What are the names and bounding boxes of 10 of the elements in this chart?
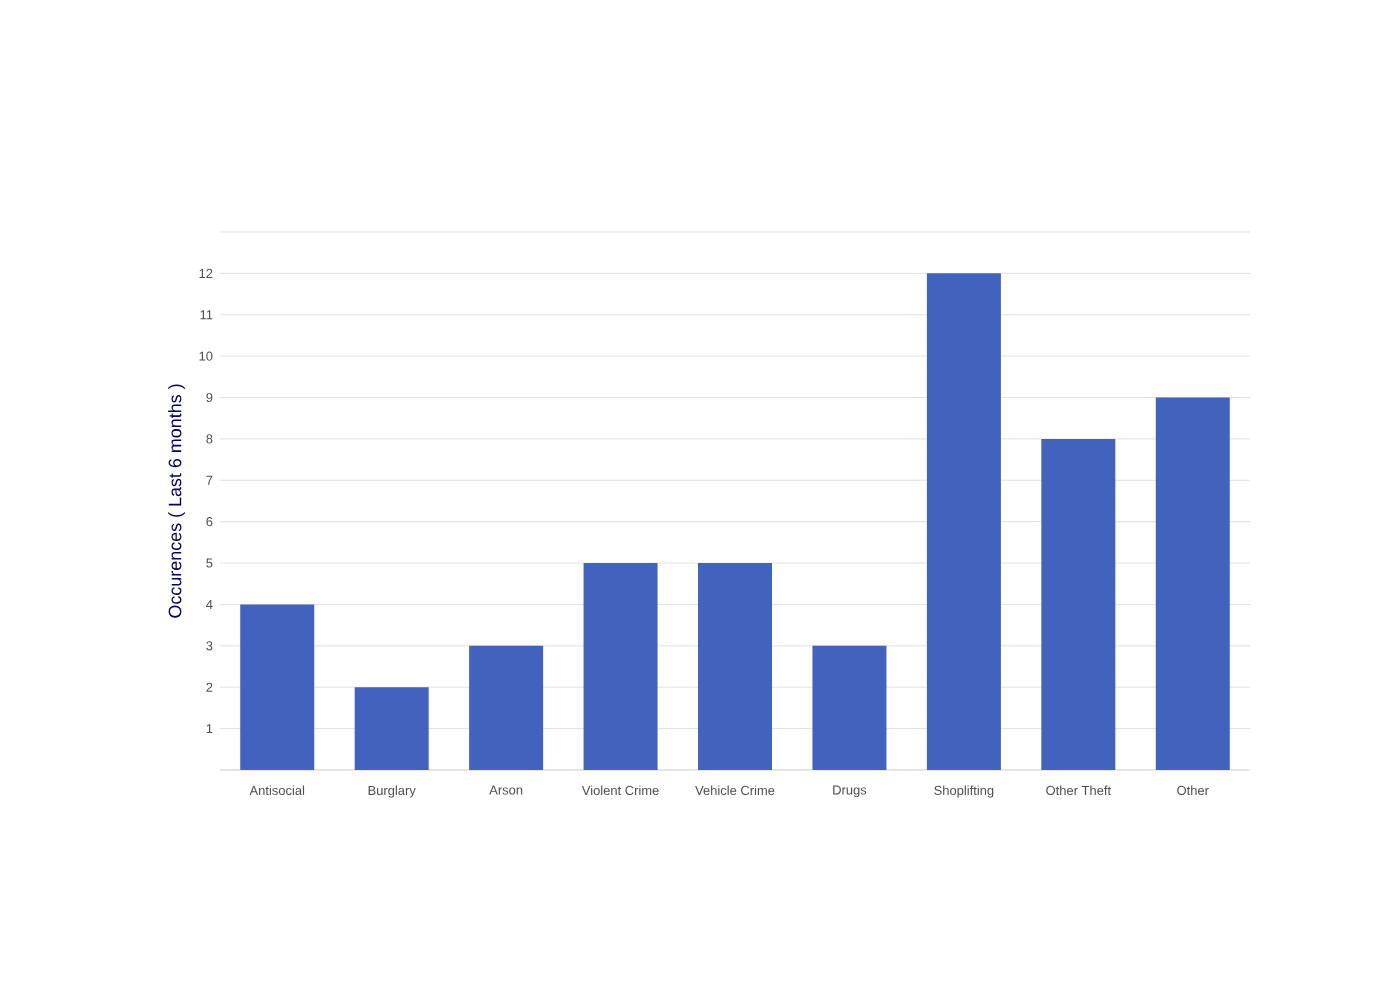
bar [1155,397,1230,770]
bar [812,645,887,770]
bar [1041,438,1116,770]
bar [469,645,544,770]
y-axis-title: Occurences ( Last 6 months ) [168,384,185,618]
bar [240,604,315,770]
bar [926,273,1001,770]
bar [698,563,773,770]
bar [354,687,429,770]
bar [583,563,658,770]
